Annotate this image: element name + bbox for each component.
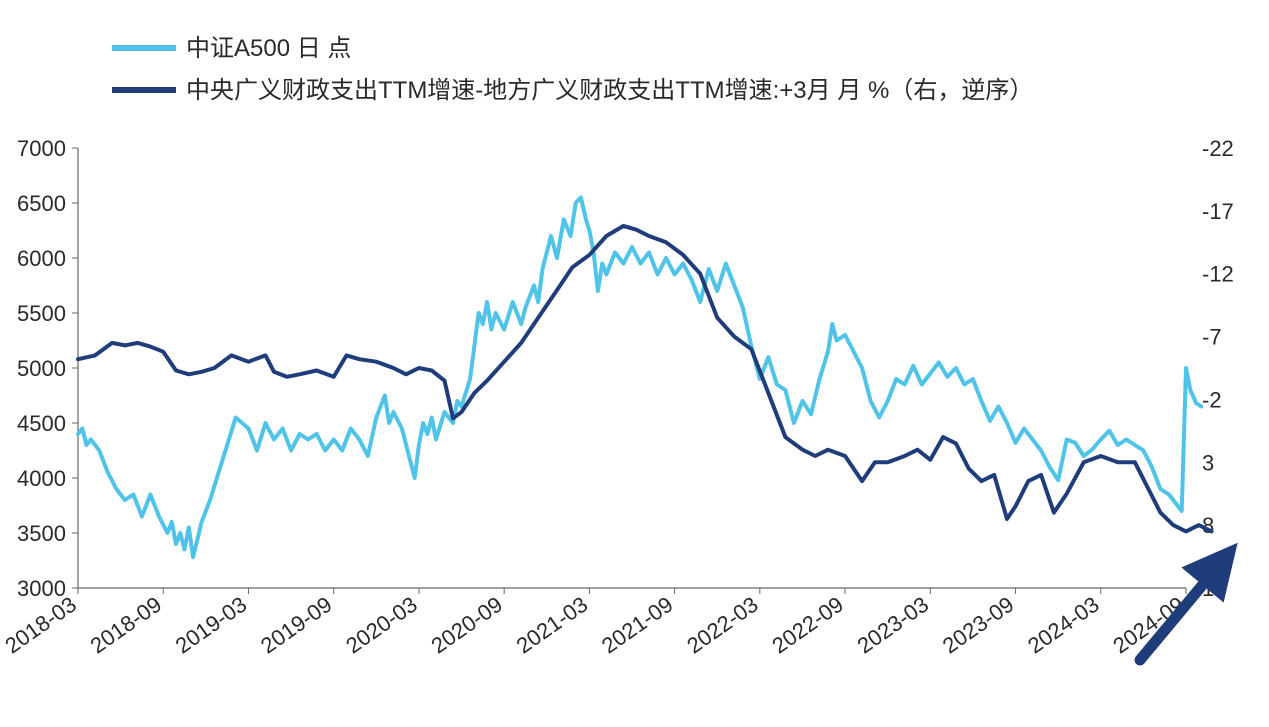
- dual-axis-chart: 300035004000450050005500600065007000-22-…: [0, 0, 1269, 727]
- y-left-label: 6500: [17, 191, 66, 216]
- x-label: 2023-09: [938, 592, 1018, 659]
- legend-label: 中央广义财政支出TTM增速-地方广义财政支出TTM增速:+3月 月 %（右，逆序…: [186, 77, 1033, 104]
- y-left-label: 3500: [17, 521, 66, 546]
- x-label: 2018-03: [0, 592, 80, 659]
- x-label: 2021-09: [597, 592, 677, 659]
- chart-svg: 300035004000450050005500600065007000-22-…: [0, 0, 1269, 727]
- x-label: 2020-03: [341, 592, 421, 659]
- legend-label: 中证A500 日 点: [186, 35, 351, 62]
- y-left-label: 5000: [17, 356, 66, 381]
- x-label: 2020-09: [427, 592, 507, 659]
- x-label: 2018-09: [86, 592, 166, 659]
- series-fiscal: [78, 226, 1212, 532]
- x-label: 2019-03: [171, 592, 251, 659]
- y-right-label: -22: [1202, 136, 1234, 161]
- x-label: 2019-09: [256, 592, 336, 659]
- y-left-label: 4000: [17, 466, 66, 491]
- y-left-label: 4500: [17, 411, 66, 436]
- x-label: 2024-03: [1023, 592, 1103, 659]
- x-label: 2022-09: [767, 592, 847, 659]
- y-right-label: 3: [1202, 450, 1214, 475]
- series-a500: [78, 198, 1201, 558]
- y-right-label: -17: [1202, 199, 1234, 224]
- y-right-label: -7: [1202, 325, 1222, 350]
- x-label: 2023-03: [853, 592, 933, 659]
- x-label: 2021-03: [512, 592, 592, 659]
- y-left-label: 7000: [17, 136, 66, 161]
- y-right-label: -12: [1202, 262, 1234, 287]
- x-label: 2022-03: [682, 592, 762, 659]
- y-right-label: -2: [1202, 387, 1222, 412]
- y-left-label: 5500: [17, 301, 66, 326]
- y-left-label: 6000: [17, 246, 66, 271]
